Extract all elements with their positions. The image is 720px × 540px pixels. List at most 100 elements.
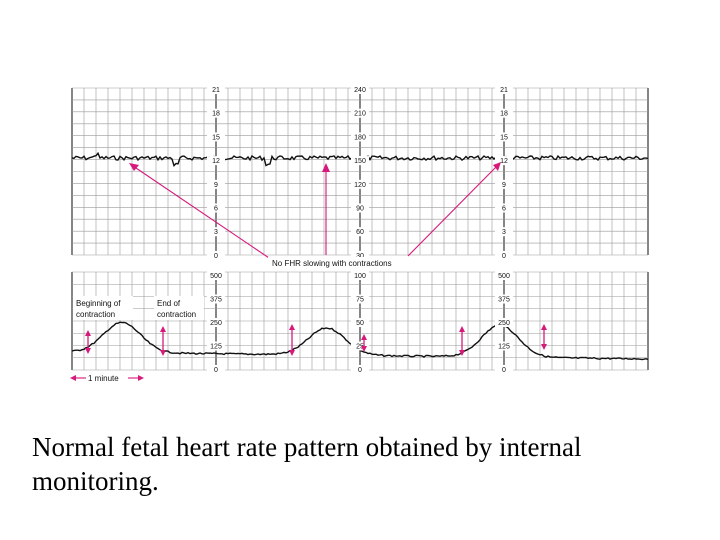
fhr-center-scale-label: 180 (354, 134, 366, 141)
uc-center-scale-label: 75 (356, 297, 364, 304)
fhr-left-scale-label-bg (207, 203, 225, 213)
fhr-center-scale-label-bg (351, 179, 369, 189)
fhr-left-scale-label-bg (207, 179, 225, 189)
uc-left-scale-label: 0 (214, 367, 218, 374)
arrow-line-right (407, 165, 498, 257)
fhr-left-scale-label: 3 (214, 229, 218, 236)
beginning-label-bg (73, 296, 133, 320)
uc-center-scale-label-bg (351, 341, 369, 351)
fhr-right-scale-label-bg (495, 108, 513, 118)
fhr-right-scale-label: 6 (502, 206, 506, 213)
uc-right-scale-label-bg (495, 271, 513, 280)
one-minute-scale: 1 minute (70, 374, 144, 383)
contraction-marker-head-up (541, 324, 547, 330)
uc-left-scale-label: 250 (210, 320, 222, 327)
uc-left-scale-label: 500 (210, 273, 222, 280)
fhr-left-scale-label: 9 (214, 182, 218, 189)
fhr-center-scale-label-bg (351, 203, 369, 213)
fhr-left-scale-label: 6 (214, 206, 218, 213)
fhr-right-scale-label: 21 (500, 87, 508, 94)
uc-right-scale-label: 125 (498, 344, 510, 351)
contraction-marker-head-down (361, 346, 367, 352)
fhr-left-scale-label: 21 (212, 87, 220, 94)
uc-right-scale-label-bg (495, 294, 513, 304)
fhr-right-scale-label-bg (495, 132, 513, 142)
uc-center-scale-label: 50 (356, 320, 364, 327)
fhr-grid (71, 87, 649, 256)
fhr-center-scale-label-bg (351, 227, 369, 237)
uc-left-scale-label-bg (207, 365, 225, 374)
one-minute-arrow-right (138, 375, 144, 381)
fhr-center-scale-label: 30 (356, 253, 364, 260)
uc-left-scale-label-bg (207, 294, 225, 304)
fhr-center-scale-label-bg (351, 85, 369, 94)
fhr-right-scale-label: 18 (500, 111, 508, 118)
uc-center-scale-label-bg (351, 365, 369, 374)
fhr-center-scale-label: 240 (354, 87, 366, 94)
fhr-right-scale-label: 0 (502, 253, 506, 260)
arrowhead-middle (322, 163, 330, 172)
contraction-label-1: contraction (76, 310, 115, 319)
fhr-left-scale-label-bg (207, 132, 225, 142)
arrowhead-right (493, 162, 501, 171)
uc-center-scale-label: 0 (358, 367, 362, 374)
fhr-left-scale-label: 18 (212, 111, 220, 118)
fhr-center-scale-label-bg (351, 132, 369, 142)
uc-right-scale-label: 500 (498, 273, 510, 280)
beginning-of-label: Beginning of (76, 299, 121, 308)
one-minute-arrow-left (70, 375, 76, 381)
uc-right-scale-label: 375 (498, 297, 510, 304)
contraction-marker-head-up (85, 330, 91, 336)
fhr-left-scale-label-bg (207, 250, 225, 260)
fhr-right-scale-label-bg (495, 179, 513, 189)
fhr-center-scale-label-bg (351, 156, 369, 166)
contraction-marker-head-up (289, 324, 295, 330)
uc-right-scale-label: 0 (502, 367, 506, 374)
fhr-left-scale-label: 15 (212, 134, 220, 141)
one-minute-label: 1 minute (88, 374, 119, 383)
contraction-marker-head-down (541, 344, 547, 350)
contraction-marker-head-down (85, 348, 91, 354)
uc-left-scale-label: 375 (210, 297, 222, 304)
fhr-right-scale-label: 3 (502, 229, 506, 236)
uc-left-scale-label-bg (207, 271, 225, 280)
uc-center-scale-label: 25 (356, 344, 364, 351)
end-of-label: End of (157, 299, 181, 308)
uc-right-scale-label: 250 (498, 320, 510, 327)
end-label-bg (154, 296, 204, 320)
fhr-right-scale-label: 15 (500, 134, 508, 141)
contraction-marker-head-up (361, 334, 367, 340)
uc-center-scale-label-bg (351, 294, 369, 304)
arrowhead-left (129, 163, 139, 171)
fhr-right-scale-label: 12 (500, 158, 508, 165)
fhr-right-scale-label-bg (495, 156, 513, 166)
fhr-left-scale-label-bg (207, 227, 225, 237)
fhr-left-scale-label-bg (207, 85, 225, 94)
uc-left-scale-label-bg (207, 341, 225, 351)
uc-center-scale-label-bg (351, 318, 369, 327)
fhr-left-scale-label: 0 (214, 253, 218, 260)
arrow-line-left (132, 165, 273, 261)
fhr-center-scale-label: 90 (356, 206, 364, 213)
uc-center-scale-label: 100 (354, 273, 366, 280)
fhr-left-scale-label-bg (207, 108, 225, 118)
fhr-right-scale-label: 9 (502, 182, 506, 189)
fhr-right-scale-label-bg (495, 203, 513, 213)
contraction-marker-head-up (160, 326, 166, 332)
fhr-center-scale-label: 120 (354, 182, 366, 189)
fhr-arrows (129, 162, 501, 261)
uc-right-scale-label-bg (495, 341, 513, 351)
fhr-right-scale-label-bg (495, 250, 513, 260)
fhr-center-scale-label: 210 (354, 111, 366, 118)
uc-center-scale-label-bg (351, 271, 369, 280)
uc-right-scale-label-bg (495, 365, 513, 374)
fhr-center-scale-label: 150 (354, 158, 366, 165)
fhr-center-scale-label-bg (351, 108, 369, 118)
contraction-label-2: contraction (157, 310, 196, 319)
fetal-monitor-strip: 2118151296302402101801501209060302118151… (70, 85, 649, 383)
figure-caption: Normal fetal heart rate pattern obtained… (32, 432, 582, 496)
no-fhr-slowing-label: No FHR slowing with contractions (272, 259, 392, 268)
uc-left-scale-label-bg (207, 318, 225, 327)
contraction-marker-head-down (289, 350, 295, 356)
